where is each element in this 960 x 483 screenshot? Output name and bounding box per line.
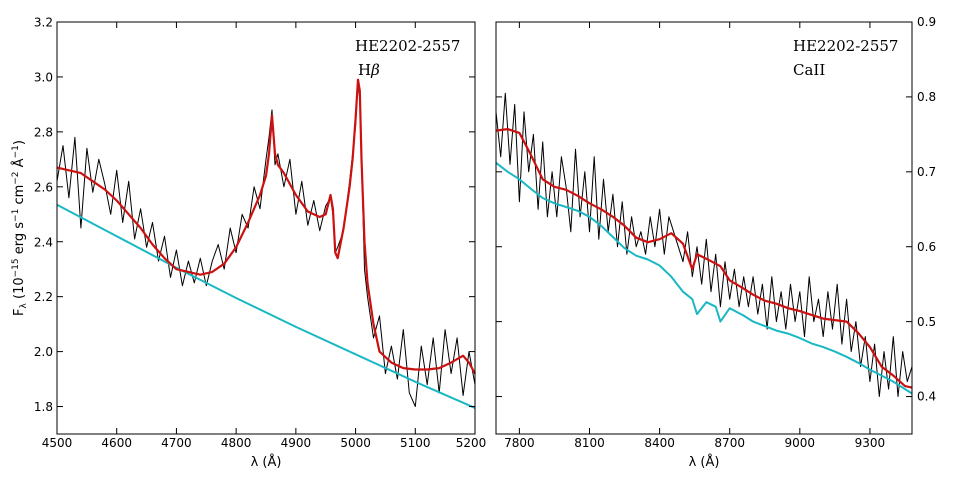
ylabel-erg: erg s — [12, 222, 27, 259]
right-ytick-label: 0.6 — [917, 240, 936, 254]
left-line-label: Hβ — [358, 61, 380, 79]
ylabel-exp2: −1 — [11, 209, 21, 222]
left-series-continuum — [56, 203, 476, 409]
right-ytick-label: 0.9 — [917, 15, 936, 29]
right-series-continuum — [495, 162, 913, 395]
left-panel: 4500 4600 4700 4800 4900 5000 5100 5200 … — [11, 16, 486, 471]
right-series-fit — [495, 128, 913, 389]
ylabel-close: ) — [12, 140, 27, 145]
ylabel-f: F — [12, 308, 27, 315]
right-object-label: HE2202-2557 — [793, 37, 898, 55]
right-xtick-label: 8100 — [574, 436, 605, 450]
left-axes-frame — [56, 21, 476, 435]
left-ylabel: Fλ (10−15 erg s−1 cm−2 Å−1) — [11, 140, 29, 316]
left-xtick-label: 4600 — [101, 436, 132, 450]
right-ytick-label: 0.7 — [917, 165, 936, 179]
right-ytick-label: 0.8 — [917, 90, 936, 104]
right-xtick-label: 7800 — [504, 436, 535, 450]
left-line-label-letter: H — [358, 61, 371, 79]
right-xtick-label: 9000 — [785, 436, 816, 450]
left-xtick-label: 5100 — [400, 436, 431, 450]
right-xtick-label: 9300 — [855, 436, 886, 450]
left-ytick-label: 2.2 — [34, 290, 53, 304]
left-series-fit — [56, 78, 476, 375]
left-line-label-greek: β — [370, 61, 380, 79]
right-xlabel: λ (Å) — [689, 454, 720, 470]
ylabel-exp4: −1 — [11, 145, 21, 158]
right-ytick-label: 0.4 — [917, 390, 936, 404]
left-xtick-label: 5000 — [340, 436, 371, 450]
ylabel-lambda-sub: λ — [19, 302, 29, 308]
ylabel-exp1: −15 — [11, 258, 21, 277]
right-series-observed — [495, 92, 913, 397]
left-xlabel: λ (Å) — [251, 454, 282, 470]
left-ytick-label: 1.8 — [34, 400, 53, 414]
right-ytick-label: 0.5 — [917, 315, 936, 329]
left-ytick-label: 3.2 — [34, 16, 53, 30]
left-ytick-label: 2.8 — [34, 125, 53, 139]
left-ytick-label: 2.6 — [34, 180, 53, 194]
ylabel-open: (10 — [12, 277, 27, 303]
ylabel-exp3: −2 — [11, 171, 21, 184]
right-axes-frame — [495, 21, 913, 435]
ylabel-ang: Å — [11, 158, 27, 171]
left-xtick-label: 5200 — [456, 436, 487, 450]
right-panel: 7800 8100 8400 8700 9000 9300 0.4 0.5 0.… — [495, 15, 936, 470]
right-line-label: CaII — [793, 61, 825, 79]
left-ytick-label: 3.0 — [34, 71, 53, 85]
right-ticks — [496, 21, 912, 434]
ylabel-cm: cm — [12, 185, 27, 209]
left-xtick-label: 4900 — [281, 436, 312, 450]
left-ticks — [56, 21, 476, 434]
left-plot-area — [56, 78, 476, 409]
left-xtick-label: 4500 — [42, 436, 73, 450]
left-ytick-label: 2.4 — [34, 235, 53, 249]
right-plot-area — [495, 92, 913, 397]
left-object-label: HE2202-2557 — [355, 37, 460, 55]
left-xtick-label: 4800 — [221, 436, 252, 450]
left-xtick-label: 4700 — [161, 436, 192, 450]
right-xtick-label: 8400 — [644, 436, 675, 450]
right-xtick-label: 8700 — [714, 436, 745, 450]
left-ytick-label: 2.0 — [34, 345, 53, 359]
